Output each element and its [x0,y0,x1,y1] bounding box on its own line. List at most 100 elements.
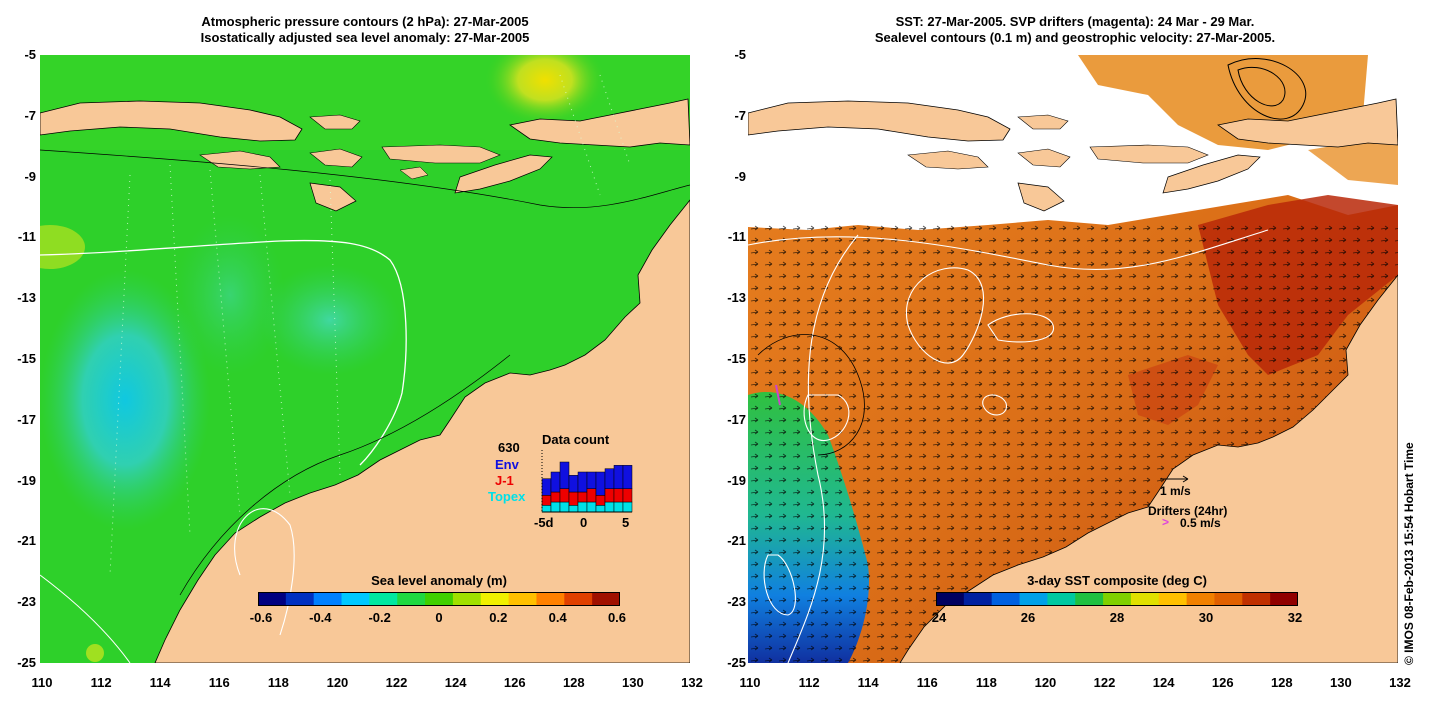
left-x-tick: 126 [503,675,526,690]
data-count-total: 630 [498,440,520,455]
right-y-tick: -15 [727,351,746,366]
right-colorbar-tick: 28 [1109,610,1125,625]
right-y-tick: -11 [727,229,746,245]
left-colorbar-tick: 0.6 [607,610,627,625]
data-count-x-tick: -5d [534,515,554,530]
left-x-tick: 120 [326,675,349,690]
right-x-tick: 120 [1034,675,1057,690]
left-x-tick: 132 [681,675,703,690]
sst-map [748,55,1398,663]
left-y-tick: -5 [24,47,36,62]
right-colorbar-swatch [936,592,965,606]
right-y-tick: -9 [734,168,746,184]
sumba-island [309,182,357,212]
right-colorbar-swatch [1270,592,1298,606]
drifter-speed-label: 0.5 m/s [1180,516,1221,530]
left-y-tick: -7 [24,107,36,123]
data-count-bar-topex [550,501,561,513]
right-panel-title: SST: 27-Mar-2005. SVP drifters (magenta)… [750,14,1400,46]
left-x-tick: 128 [562,675,585,690]
right-title-line1: SST: 27-Mar-2005. SVP drifters (magenta)… [895,14,1255,29]
sea-level-contours [748,229,1269,663]
right-colorbar-tick: 32 [1287,610,1303,625]
data-count-bar-env [604,468,615,489]
right-colorbar-swatch [1019,592,1048,606]
left-x-tick: 114 [149,675,171,690]
right-colorbar-tick: 26 [1020,610,1036,625]
velocity-scale-arrow [1160,475,1189,483]
right-colorbar-tick: 30 [1198,610,1214,625]
data-count-bar-env [559,461,570,489]
australia-land [154,199,690,663]
left-y-tick: -15 [17,351,36,366]
imos-credit: © IMOS 08-Feb-2013 15:54 Hobart Time [1402,442,1416,665]
data-count-bar-env [568,475,579,493]
left-y-tick: -11 [17,229,36,245]
timor-island [1162,154,1261,194]
right-colorbar-tick: 24 [931,610,947,625]
right-colorbar-swatch [1186,592,1215,606]
drifters-label: Drifters (24hr) [1148,504,1228,518]
java-island [748,100,1011,142]
left-y-tick: -9 [24,168,36,184]
data-count-bar-j1 [595,495,606,506]
right-y-tick: -17 [727,411,746,427]
data-count-bar-j1 [586,488,597,503]
data-count-bar-env [586,471,597,489]
data-count-bar-j1 [541,495,552,506]
right-colorbar-swatch [1242,592,1271,606]
left-colorbar-swatch [480,592,510,606]
data-count-bar-env [550,471,561,493]
data-count-bar-j1 [577,491,588,503]
data-count-x-tick: 0 [580,515,588,530]
right-x-tick: 132 [1389,675,1411,690]
high-anomaly-region [485,55,605,125]
left-y-tick: -21 [17,533,36,549]
right-y-tick: -5 [734,47,746,62]
left-y-tick: -23 [17,594,36,610]
data-count-bar-env [613,465,624,489]
data-count-bar-env [622,465,633,489]
left-title-line1: Atmospheric pressure contours (2 hPa): 2… [201,14,529,29]
left-x-tick: 122 [385,675,408,690]
left-colorbar-tick: -0.6 [249,610,273,625]
data-count-bar-topex [541,505,552,513]
data-count-bar-j1 [559,488,570,503]
right-colorbar-swatch [1214,592,1243,606]
right-y-tick: -23 [727,594,746,610]
right-x-tick: 112 [798,675,820,690]
data-count-bar-j1 [568,491,579,506]
left-colorbar-swatch [258,592,287,606]
left-x-tick: 124 [444,675,467,690]
right-colorbar-swatch [1075,592,1104,606]
sea-level-anomaly-map [40,55,690,663]
data-count-bar-topex [613,501,624,513]
drifter-speed-symbol: > [1162,515,1170,529]
right-y-tick: -13 [727,290,746,306]
right-colorbar-swatch [1047,592,1076,606]
left-colorbar-swatch [425,592,454,606]
right-x-tick: 110 [739,675,761,690]
left-colorbar-swatch [341,592,370,606]
left-y-tick: -17 [17,411,36,427]
right-colorbar [936,592,1298,606]
data-count-bar-env [577,471,588,493]
left-x-tick: 118 [267,675,289,690]
right-colorbar-swatch [963,592,993,606]
right-y-tick: -21 [727,533,746,549]
data-count-bar-topex [595,505,606,513]
left-colorbar-swatch [313,592,343,606]
australia-land [899,274,1398,663]
data-count-bar-topex [586,501,597,513]
right-x-tick: 116 [916,675,938,690]
left-colorbar-swatch [452,592,482,606]
low-anomaly-region [40,270,210,530]
right-colorbar-swatch [1130,592,1160,606]
left-colorbar-swatch [369,592,398,606]
left-colorbar [258,592,620,606]
data-count-bar-env [541,478,552,496]
velocity-scale-label: 1 m/s [1160,484,1191,498]
left-colorbar-tick: 0.2 [489,610,508,625]
left-colorbar-tick: -0.2 [368,610,391,625]
left-colorbar-swatch [285,592,315,606]
